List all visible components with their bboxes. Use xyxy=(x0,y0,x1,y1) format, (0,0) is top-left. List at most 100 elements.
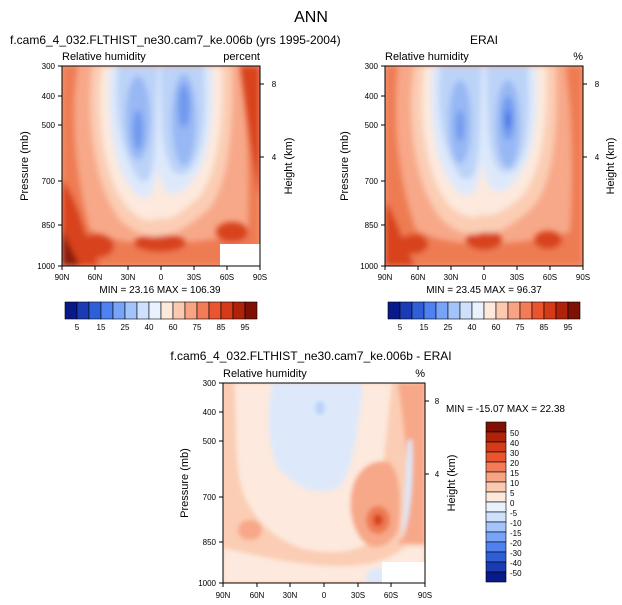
figure-title: ANN xyxy=(294,9,328,26)
colorbar-swatch xyxy=(148,301,162,320)
model-y-tick-label: 400 xyxy=(42,92,56,101)
colorbar-label: 20 xyxy=(510,459,519,468)
obs-y2-axis-label: Height (km) xyxy=(605,138,617,195)
colorbar-label: 30 xyxy=(510,449,519,458)
model-y-axis-label: Pressure (mb) xyxy=(19,131,31,201)
colorbar-swatch xyxy=(423,301,437,320)
colorbar-swatch xyxy=(485,541,507,553)
colorbar-label: 40 xyxy=(468,323,477,332)
diff-y-tick-label: 850 xyxy=(203,538,217,547)
diff-x-tick-label: 30S xyxy=(351,591,365,600)
diff-y-tick-label: 1000 xyxy=(198,579,216,588)
colorbar-label: -15 xyxy=(510,529,522,538)
obs-variable-label: Relative humidity xyxy=(385,51,469,63)
model-y-tick-label: 700 xyxy=(42,177,56,186)
colorbar-label: 75 xyxy=(193,323,202,332)
colorbar-swatch xyxy=(485,551,507,563)
colorbar-swatch xyxy=(485,461,507,473)
model-title: f.cam6_4_032.FLTHIST_ne30.cam7_ke.006b (… xyxy=(10,33,341,47)
obs-x-tick-label: 90N xyxy=(378,273,393,282)
colorbar-swatch xyxy=(184,301,198,320)
obs-y-tick-label: 500 xyxy=(365,121,379,130)
model-x-tick-label: 0 xyxy=(159,273,164,282)
colorbar-swatch xyxy=(485,561,507,573)
colorbar-label: 0 xyxy=(510,499,515,508)
diff-units-label: % xyxy=(415,368,425,380)
obs-y-tick-label: 300 xyxy=(365,62,379,71)
diff-y2-tick-label: 4 xyxy=(435,470,440,479)
diff-x-tick-label: 30N xyxy=(283,591,298,600)
colorbar-swatch xyxy=(411,301,425,320)
colorbar-swatch xyxy=(485,431,507,443)
abs-colorbar-left-labels: 5 15 25 40 60 75 85 95 xyxy=(75,323,250,332)
colorbar-swatch xyxy=(567,301,581,320)
obs-min-max: MIN = 23.45 MAX = 96.37 xyxy=(426,285,542,296)
obs-x-ticks: 90N 60N 30N 0 30S 60S 90S xyxy=(378,266,590,282)
colorbar-label: -5 xyxy=(510,509,518,518)
colorbar-swatch xyxy=(136,301,150,320)
obs-heatmap xyxy=(385,66,583,266)
colorbar-swatch xyxy=(485,511,507,523)
model-y2-axis-label: Height (km) xyxy=(283,138,295,195)
diff-heatmap xyxy=(223,383,425,583)
diff-y-axis-label: Pressure (mb) xyxy=(179,448,191,518)
colorbar-label: 50 xyxy=(510,429,519,438)
diff-x-tick-label: 60S xyxy=(384,591,398,600)
colorbar-swatch xyxy=(485,421,507,433)
model-y2-ticks: 8 4 xyxy=(260,80,277,162)
model-x-tick-label: 90N xyxy=(55,273,70,282)
diff-y2-tick-label: 8 xyxy=(435,397,440,406)
diff-colorbar-labels: 50 40 30 20 15 10 5 0 -5 -10 -15 -20 -30… xyxy=(510,429,522,578)
obs-y2-tick-label: 4 xyxy=(595,153,600,162)
colorbar-label: 5 xyxy=(398,323,403,332)
colorbar-swatch xyxy=(485,491,507,503)
colorbar-swatch xyxy=(447,301,461,320)
colorbar-swatch xyxy=(124,301,138,320)
colorbar-label: 10 xyxy=(510,479,519,488)
colorbar-swatch xyxy=(64,301,78,320)
model-y-tick-label: 300 xyxy=(42,62,56,71)
obs-title: ERAI xyxy=(470,33,498,47)
obs-panel: ERAI Relative humidity % xyxy=(339,33,617,332)
colorbar-swatch xyxy=(485,471,507,483)
diff-x-ticks: 90N 60N 30N 0 30S 60S 90S xyxy=(216,583,432,600)
model-variable-label: Relative humidity xyxy=(62,51,146,63)
colorbar-swatch xyxy=(88,301,102,320)
diff-y-tick-label: 300 xyxy=(203,379,217,388)
obs-y2-ticks: 8 4 xyxy=(583,80,600,162)
diff-colorbar-swatches xyxy=(485,421,507,583)
colorbar-swatch xyxy=(485,521,507,533)
obs-y-ticks: 300 400 500 700 850 1000 xyxy=(360,62,385,271)
colorbar-label: -10 xyxy=(510,519,522,528)
colorbar-label: 85 xyxy=(540,323,549,332)
colorbar-label: 15 xyxy=(97,323,106,332)
colorbar-swatch xyxy=(160,301,174,320)
diff-panel: f.cam6_4_032.FLTHIST_ne30.cam7_ke.006b -… xyxy=(170,349,565,600)
model-y-tick-label: 500 xyxy=(42,121,56,130)
colorbar-label: -20 xyxy=(510,539,522,548)
colorbar-label: 15 xyxy=(420,323,429,332)
colorbar-label: 60 xyxy=(169,323,178,332)
colorbar-swatch xyxy=(483,301,497,320)
diff-y-ticks: 300 400 500 700 850 1000 xyxy=(198,379,223,588)
colorbar-swatch xyxy=(485,481,507,493)
colorbar-label: 5 xyxy=(510,489,515,498)
colorbar-swatch xyxy=(485,441,507,453)
obs-x-tick-label: 90S xyxy=(576,273,590,282)
diff-y2-axis-label: Height (km) xyxy=(446,455,458,512)
model-x-tick-label: 90S xyxy=(253,273,267,282)
colorbar-swatch xyxy=(244,301,258,320)
colorbar-swatch xyxy=(459,301,473,320)
abs-colorbar-right: 5 15 25 40 60 75 85 95 xyxy=(387,301,581,332)
obs-y-tick-label: 700 xyxy=(365,177,379,186)
diff-x-tick-label: 90N xyxy=(216,591,231,600)
model-units-label: percent xyxy=(223,51,260,63)
colorbar-swatch xyxy=(485,451,507,463)
colorbar-label: 40 xyxy=(145,323,154,332)
obs-y-tick-label: 400 xyxy=(365,92,379,101)
colorbar-swatch xyxy=(208,301,222,320)
colorbar-label: 60 xyxy=(492,323,501,332)
obs-x-tick-label: 30N xyxy=(444,273,459,282)
diff-x-tick-label: 60N xyxy=(250,591,265,600)
colorbar-label: -40 xyxy=(510,559,522,568)
